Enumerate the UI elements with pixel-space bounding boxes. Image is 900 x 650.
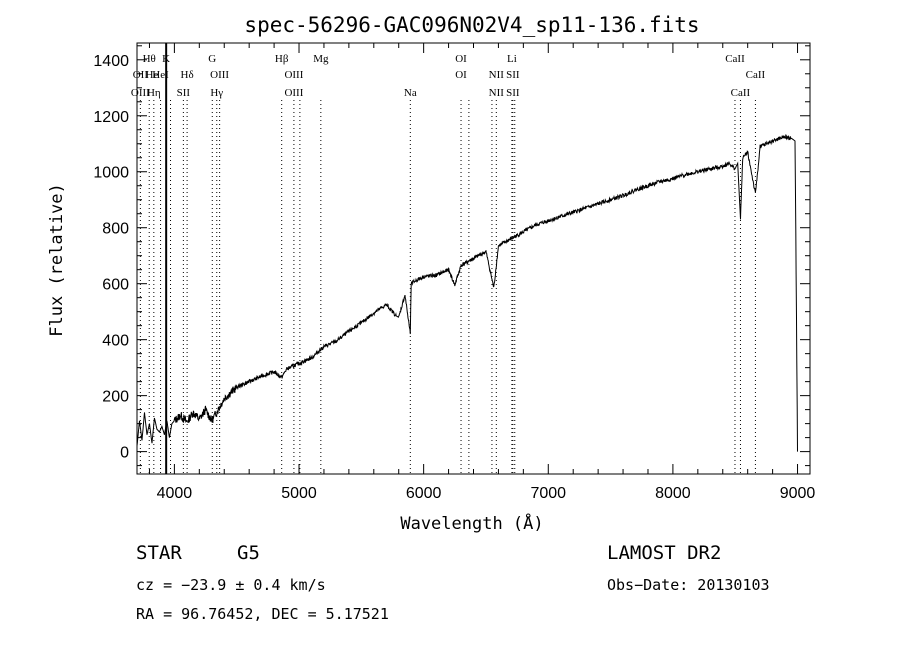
x-axis-label: Wavelength (Å) — [400, 512, 543, 534]
spectral-line-label: OIII — [284, 69, 303, 81]
survey-name: LAMOST DR2 — [607, 542, 722, 564]
spectral-line-label: Hη — [147, 87, 161, 99]
axis-ticks: 4000 5000 6000 7000 8000 9000 0 200 400 600 800 100… — [93, 43, 815, 502]
y-tick-label: 400 — [102, 333, 129, 350]
x-tick-label: 9000 — [780, 485, 816, 502]
x-tick-label: 5000 — [281, 485, 317, 502]
spectral-line-labels: Hθ KOIIHeHeIOIIIHηHδSIIGOIIIHγHβOIIIOIIIM… — [131, 53, 766, 99]
plot-frame — [136, 42, 811, 475]
spectral-line-label: OIII — [210, 69, 229, 81]
spectral-line-markers — [139, 43, 756, 474]
spectral-line-label: Li — [507, 53, 517, 65]
flux-line — [136, 134, 798, 452]
spectral-line-label: CaII — [746, 69, 766, 81]
spectral-line-label: OIII — [284, 87, 303, 99]
spectral-line-label: CaII — [731, 87, 751, 99]
spectral-line-label: SII — [506, 69, 520, 81]
x-tick-label: 4000 — [157, 485, 193, 502]
chart-title: spec-56296-GAC096N02V4_sp11-136.fits — [244, 13, 699, 37]
y-tick-label: 800 — [102, 221, 129, 238]
spectral-line-label: HeI — [152, 69, 169, 81]
object-subclass: G5 — [237, 542, 260, 564]
spectral-line-label: NII — [489, 87, 505, 99]
y-axis-label: Flux (relative) — [47, 183, 67, 337]
redshift-value: cz = −23.9 ± 0.4 km/s — [136, 576, 326, 594]
spectral-line-label: Hγ — [210, 87, 223, 99]
spectral-line-label: OIII — [131, 87, 150, 99]
observation-date: Obs−Date: 20130103 — [607, 576, 770, 594]
flux-series — [136, 134, 798, 452]
spectral-line-label: NII — [489, 69, 505, 81]
x-tick-label: 7000 — [530, 485, 566, 502]
spectral-line-label: G — [208, 53, 216, 65]
y-tick-label: 600 — [102, 277, 129, 294]
spectral-line-label: K — [162, 53, 170, 65]
y-tick-label: 1000 — [93, 165, 129, 182]
x-tick-label: 8000 — [655, 485, 691, 502]
y-tick-label: 1200 — [93, 109, 129, 126]
spectral-line-label: Mg — [313, 53, 329, 65]
y-tick-label: 0 — [120, 445, 129, 462]
spectral-line-label: OI — [455, 53, 467, 65]
spectral-line-label: Hθ — [143, 53, 156, 65]
spectral-line-label: CaII — [725, 53, 745, 65]
spectral-line-label: SII — [177, 87, 191, 99]
spectral-line-label: OI — [455, 69, 467, 81]
spectral-line-label: Na — [404, 87, 417, 99]
object-type: STAR — [136, 542, 182, 564]
sky-coordinates: RA = 96.76452, DEC = 5.17521 — [136, 605, 389, 623]
spectral-line-label: He — [146, 69, 159, 81]
y-tick-label: 1400 — [93, 53, 129, 70]
spectral-line-label: SII — [506, 87, 520, 99]
spectral-line-label: Hβ — [275, 53, 289, 65]
x-tick-label: 6000 — [406, 485, 442, 502]
y-tick-label: 200 — [102, 389, 129, 406]
spectral-line-label: Hδ — [181, 69, 194, 81]
